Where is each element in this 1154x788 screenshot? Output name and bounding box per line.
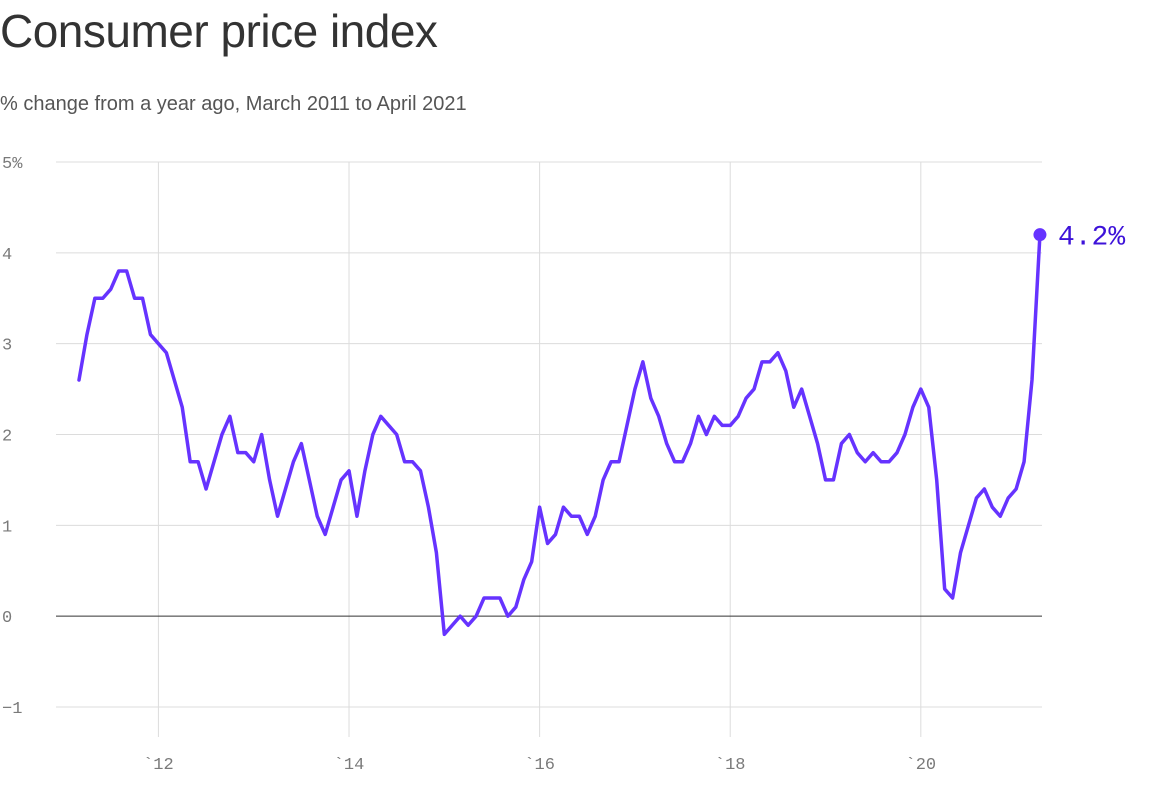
chart-subtitle: % change from a year ago, March 2011 to …: [0, 93, 467, 115]
latest-value-label: 4.2%: [1058, 223, 1125, 254]
y-tick-label: 5%: [2, 155, 23, 174]
y-tick-label: 2: [2, 428, 12, 447]
y-tick-label: 0: [2, 609, 12, 628]
y-tick-label: 3: [2, 337, 12, 356]
latest-value-dot: [1033, 228, 1047, 242]
y-tick-label: 1: [2, 518, 12, 537]
y-axis-ticks: 5% 4 3 2 1 0 −1: [2, 155, 23, 719]
chart-title: Consumer price index: [0, 5, 438, 57]
y-gridlines: [56, 161, 1042, 708]
x-gridlines: [157, 162, 922, 737]
x-tick-label: `14: [334, 756, 365, 775]
y-tick-label: −1: [2, 700, 22, 719]
x-tick-label: `20: [906, 756, 937, 775]
y-tick-label: 4: [2, 246, 12, 265]
x-axis-ticks: `12 `14 `16 `18 `20: [143, 756, 936, 775]
x-tick-label: `12: [143, 756, 174, 775]
x-tick-label: `16: [524, 756, 555, 775]
x-tick-label: `18: [715, 756, 746, 775]
cpi-series-line: [77, 232, 1042, 637]
